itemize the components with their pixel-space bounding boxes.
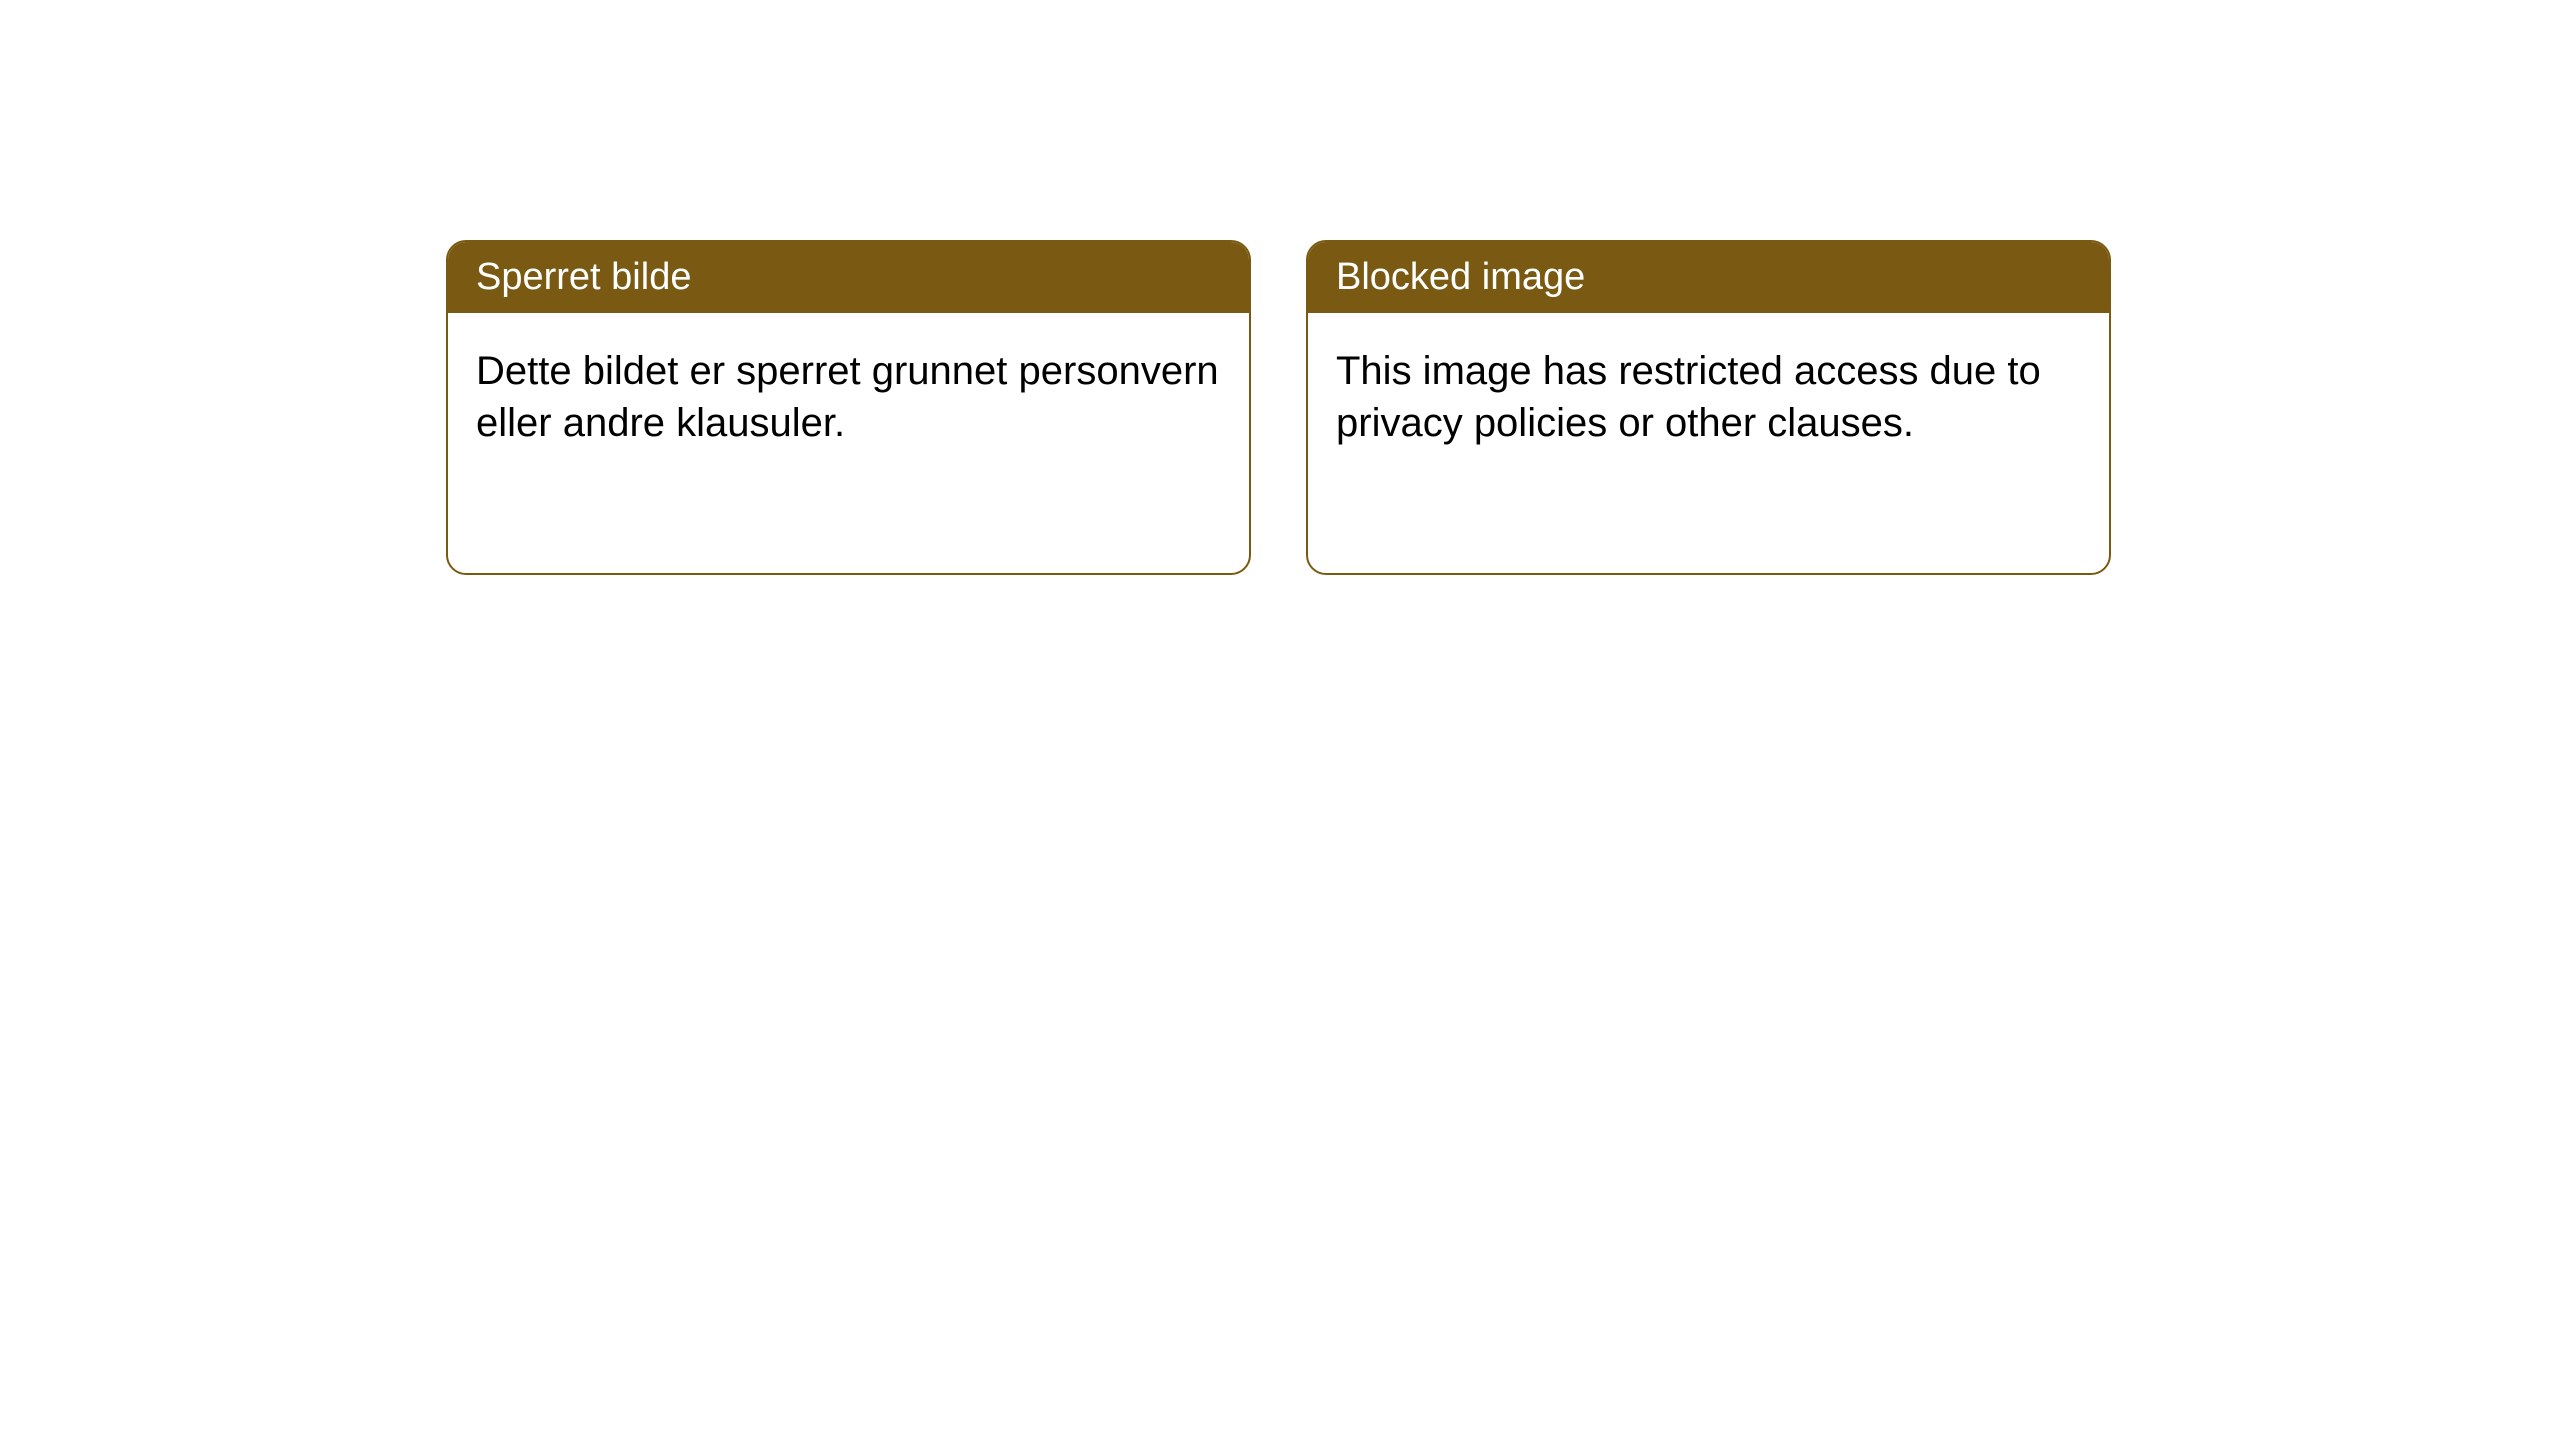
card-header-norwegian: Sperret bilde	[448, 242, 1249, 313]
card-header-english: Blocked image	[1308, 242, 2109, 313]
card-text-english: This image has restricted access due to …	[1336, 349, 2041, 445]
card-body-english: This image has restricted access due to …	[1308, 313, 2109, 481]
notice-cards-container: Sperret bilde Dette bildet er sperret gr…	[446, 240, 2111, 575]
card-title-norwegian: Sperret bilde	[476, 256, 691, 298]
card-text-norwegian: Dette bildet er sperret grunnet personve…	[476, 349, 1219, 445]
card-title-english: Blocked image	[1336, 256, 1585, 298]
notice-card-english: Blocked image This image has restricted …	[1306, 240, 2111, 575]
notice-card-norwegian: Sperret bilde Dette bildet er sperret gr…	[446, 240, 1251, 575]
card-body-norwegian: Dette bildet er sperret grunnet personve…	[448, 313, 1249, 481]
